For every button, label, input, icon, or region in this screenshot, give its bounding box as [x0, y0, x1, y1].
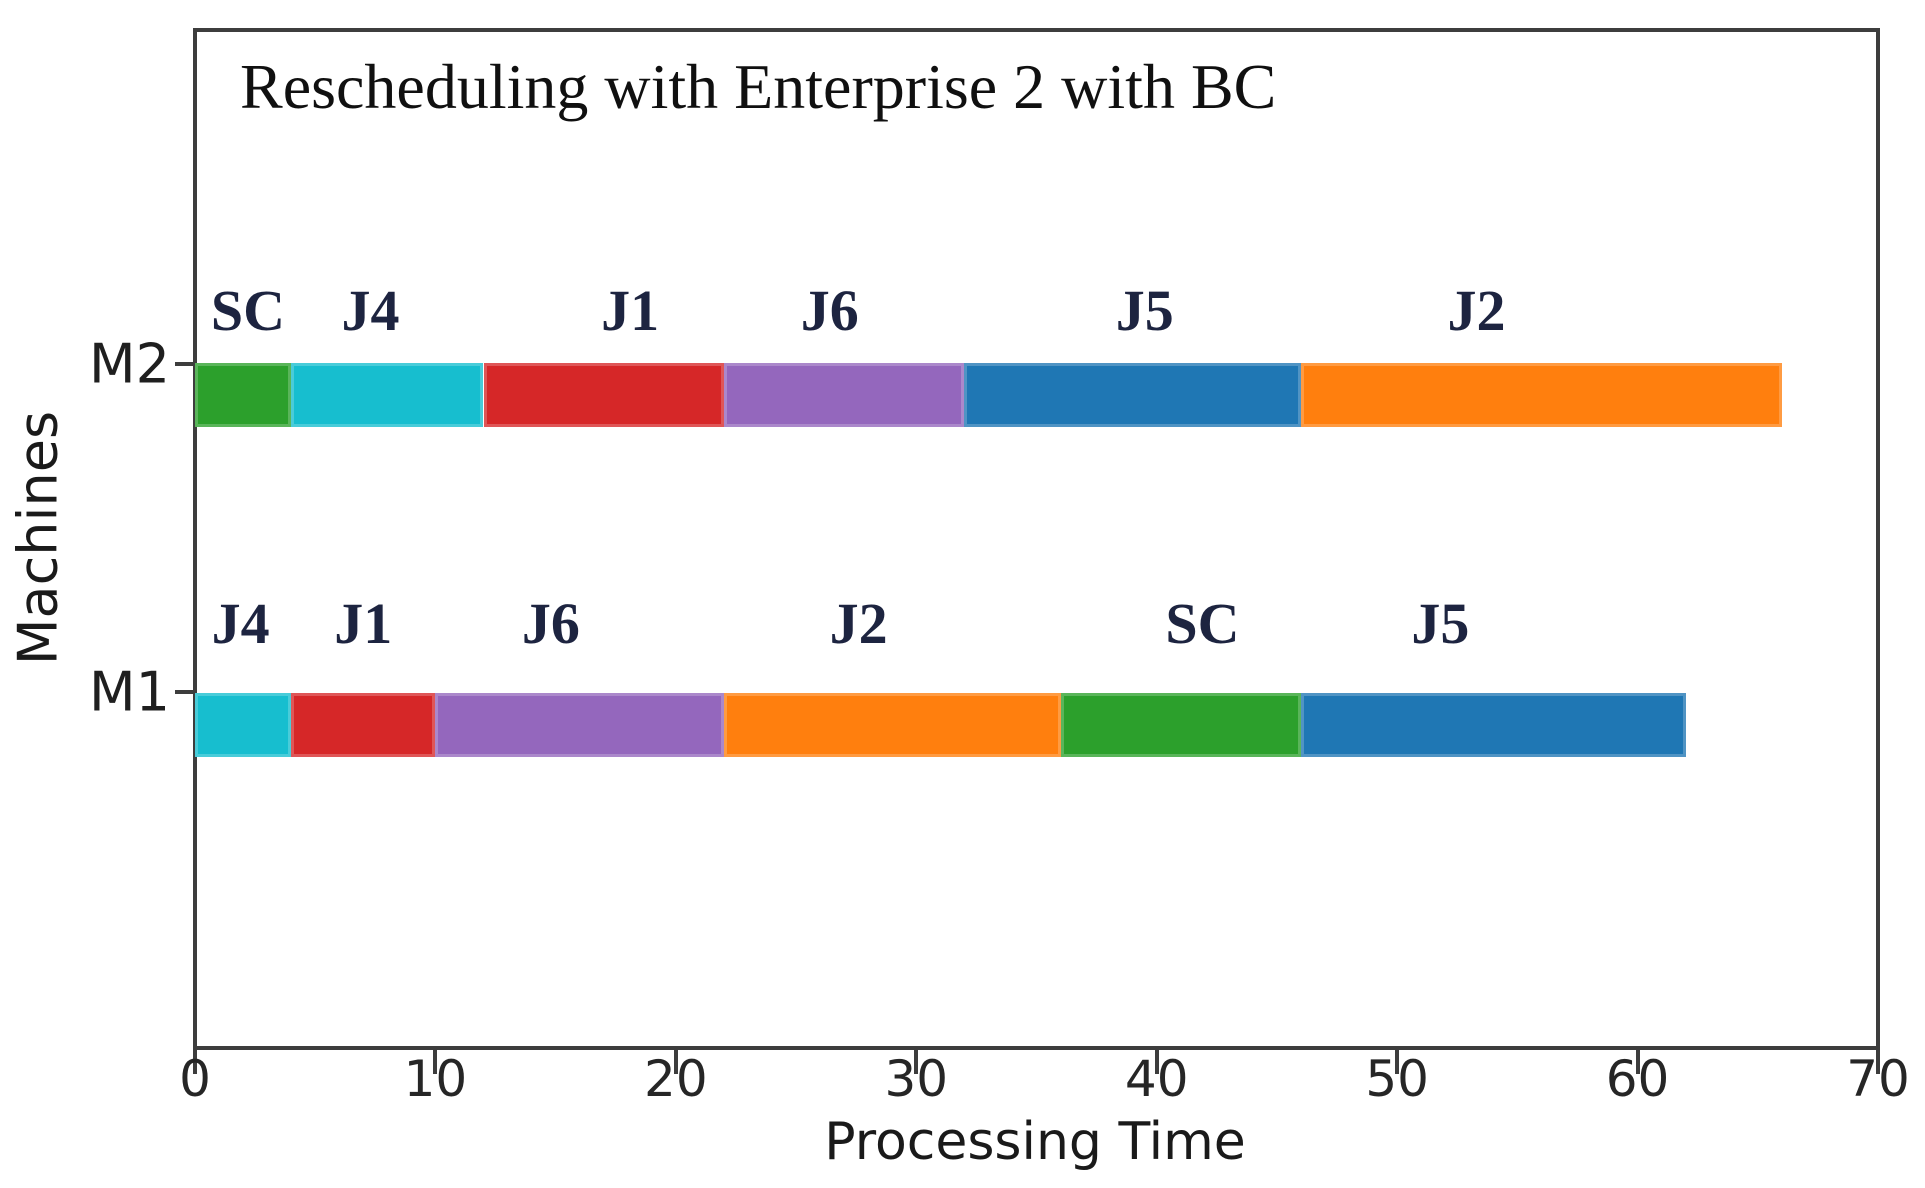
x-tick-mark-10 [433, 1048, 438, 1074]
gantt-segment-M1-J4 [195, 693, 292, 757]
plot-area [193, 28, 1880, 1050]
y-tick-label-M1: M1 [89, 660, 170, 724]
x-tick-label-0: 0 [179, 1050, 211, 1108]
gantt-segment-M1-J6 [435, 693, 724, 757]
x-tick-mark-40 [1154, 1048, 1159, 1074]
gantt-segment-M1-J1 [291, 693, 436, 757]
job-label-M1-J5: J5 [1411, 591, 1470, 656]
gantt-segment-M2-J1 [483, 363, 724, 427]
chart-title: Rescheduling with Enterprise 2 with BC [240, 51, 1277, 122]
x-axis-label: Processing Time [824, 1112, 1246, 1172]
x-tick-mark-20 [673, 1048, 678, 1074]
job-label-M1-J4: J4 [211, 591, 270, 656]
job-label-M1-J1: J1 [334, 591, 393, 656]
gantt-segment-M2-SC [195, 363, 292, 427]
x-tick-label-50: 50 [1365, 1050, 1429, 1108]
x-tick-label-20: 20 [644, 1050, 708, 1108]
x-tick-label-70: 70 [1846, 1050, 1910, 1108]
job-label-M2-J2: J2 [1447, 278, 1506, 343]
gantt-segment-M2-J6 [723, 363, 965, 427]
gantt-segment-M1-J5 [1300, 693, 1686, 757]
gantt-segment-M2-J2 [1300, 363, 1782, 427]
x-tick-label-10: 10 [403, 1050, 468, 1108]
x-tick-label-40: 40 [1124, 1050, 1189, 1108]
job-label-M2-J4: J4 [341, 278, 400, 343]
x-tick-mark-70 [1876, 1048, 1880, 1074]
gantt-segment-M2-J4 [291, 363, 484, 427]
job-label-M2-J5: J5 [1115, 278, 1174, 343]
gantt-segment-M1-J2 [723, 693, 1061, 757]
job-label-M1-SC: SC [1165, 591, 1240, 656]
x-tick-label-30: 30 [884, 1050, 949, 1108]
x-tick-mark-30 [914, 1048, 919, 1074]
job-label-M2-SC: SC [210, 278, 285, 343]
x-tick-mark-0 [193, 1048, 197, 1074]
x-tick-label-60: 60 [1605, 1050, 1670, 1108]
y-tick-mark-M2 [175, 362, 193, 366]
y-tick-label-M2: M2 [89, 332, 170, 396]
job-label-M1-J2: J2 [829, 591, 888, 656]
gantt-segment-M2-J5 [964, 363, 1301, 427]
y-axis-label: Machines [6, 410, 70, 666]
job-label-M1-J6: J6 [521, 591, 580, 656]
x-tick-mark-60 [1635, 1048, 1640, 1074]
job-label-M2-J1: J1 [601, 278, 660, 343]
job-label-M2-J6: J6 [800, 278, 859, 343]
x-tick-mark-50 [1395, 1048, 1400, 1074]
gantt-segment-M1-SC [1060, 693, 1301, 757]
y-tick-mark-M1 [175, 690, 193, 694]
